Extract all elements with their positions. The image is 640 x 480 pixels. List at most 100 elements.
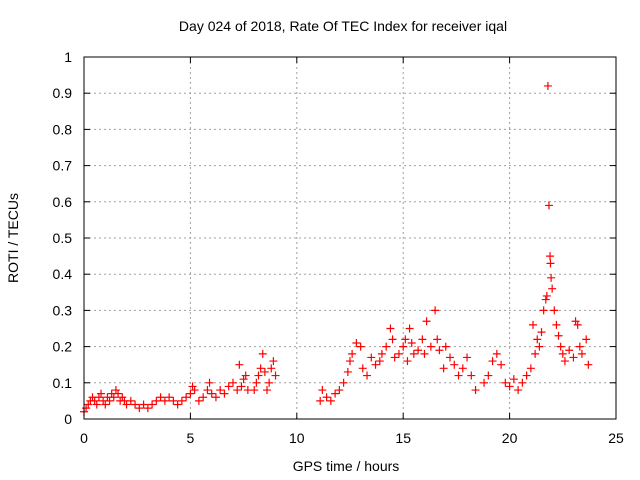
data-point: [211, 393, 220, 402]
data-point: [252, 378, 261, 387]
data-point: [554, 331, 563, 340]
data-point: [431, 306, 440, 315]
chart-title: Day 024 of 2018, Rate Of TEC Index for r…: [179, 18, 507, 34]
data-point: [547, 273, 556, 282]
data-point: [335, 386, 344, 395]
data-point: [237, 382, 246, 391]
data-point: [233, 386, 242, 395]
data-point: [535, 342, 544, 351]
x-axis-title: GPS time / hours: [293, 458, 400, 474]
x-tick-label: 10: [289, 430, 305, 446]
data-point: [205, 378, 214, 387]
data-point: [401, 335, 410, 344]
data-point: [390, 353, 399, 362]
y-tick-label: 0.4: [53, 266, 73, 282]
data-point: [241, 371, 250, 380]
data-point: [556, 342, 565, 351]
data-point: [358, 364, 367, 373]
data-point: [458, 364, 467, 373]
data-point: [84, 400, 93, 409]
data-point: [156, 393, 165, 402]
data-point: [322, 393, 331, 402]
data-point: [97, 389, 106, 398]
data-point: [414, 346, 423, 355]
data-point: [220, 389, 229, 398]
data-point: [518, 378, 527, 387]
data-point: [239, 375, 248, 384]
data-point: [139, 400, 148, 409]
data-point: [388, 335, 397, 344]
data-point: [258, 349, 267, 358]
data-point: [250, 386, 259, 395]
data-point: [488, 357, 497, 366]
data-point: [190, 386, 199, 395]
data-point: [399, 342, 408, 351]
data-point: [199, 393, 208, 402]
data-point: [346, 357, 354, 366]
data-point: [169, 396, 178, 405]
y-tick-label: 0: [64, 411, 72, 427]
data-point: [122, 400, 131, 409]
data-point: [339, 378, 348, 387]
data-point: [550, 306, 559, 315]
data-point: [318, 386, 327, 395]
data-point: [480, 378, 489, 387]
data-point: [492, 349, 501, 358]
data-point: [254, 371, 263, 380]
data-point: [367, 353, 376, 362]
data-point: [224, 382, 233, 391]
data-point: [94, 393, 103, 402]
data-point: [356, 342, 365, 351]
data-point: [382, 342, 391, 351]
x-tick-label: 5: [187, 430, 195, 446]
data-point: [582, 335, 591, 344]
data-point: [316, 396, 325, 405]
data-point: [269, 357, 278, 366]
data-point: [348, 349, 357, 358]
data-point: [537, 328, 546, 337]
data-point: [114, 389, 123, 398]
y-tick-label: 0.6: [53, 194, 73, 210]
data-point: [418, 335, 427, 344]
data-point: [484, 371, 493, 380]
data-point: [405, 324, 414, 333]
data-point: [216, 386, 225, 395]
data-point: [143, 404, 152, 413]
data-point: [514, 386, 523, 395]
data-point: [182, 393, 191, 402]
data-point: [160, 396, 169, 405]
data-point: [256, 364, 265, 373]
data-point: [407, 338, 416, 347]
data-point: [543, 81, 552, 90]
data-point: [207, 389, 216, 398]
data-point: [267, 364, 276, 373]
data-point: [505, 382, 514, 391]
data-point: [105, 396, 114, 405]
data-point: [377, 349, 386, 358]
data-point: [152, 396, 161, 405]
x-tick-label: 20: [502, 430, 518, 446]
data-point: [446, 353, 455, 362]
data-point: [177, 396, 186, 405]
y-tick-label: 0.8: [53, 121, 73, 137]
data-point: [148, 400, 157, 409]
data-point: [577, 349, 586, 358]
data-point: [194, 396, 203, 405]
x-tick-label: 0: [80, 430, 88, 446]
data-point: [463, 353, 472, 362]
data-point: [131, 400, 140, 409]
data-point: [471, 386, 480, 395]
data-point: [363, 371, 372, 380]
data-points-layer: [80, 81, 593, 416]
data-point: [422, 317, 431, 326]
data-point: [352, 338, 361, 347]
x-tick-label: 15: [395, 430, 411, 446]
data-point: [575, 342, 584, 351]
data-point: [560, 357, 569, 366]
data-point: [441, 342, 450, 351]
data-point: [326, 396, 335, 405]
data-point: [509, 375, 518, 384]
data-point: [82, 404, 91, 413]
data-point: [135, 404, 144, 413]
